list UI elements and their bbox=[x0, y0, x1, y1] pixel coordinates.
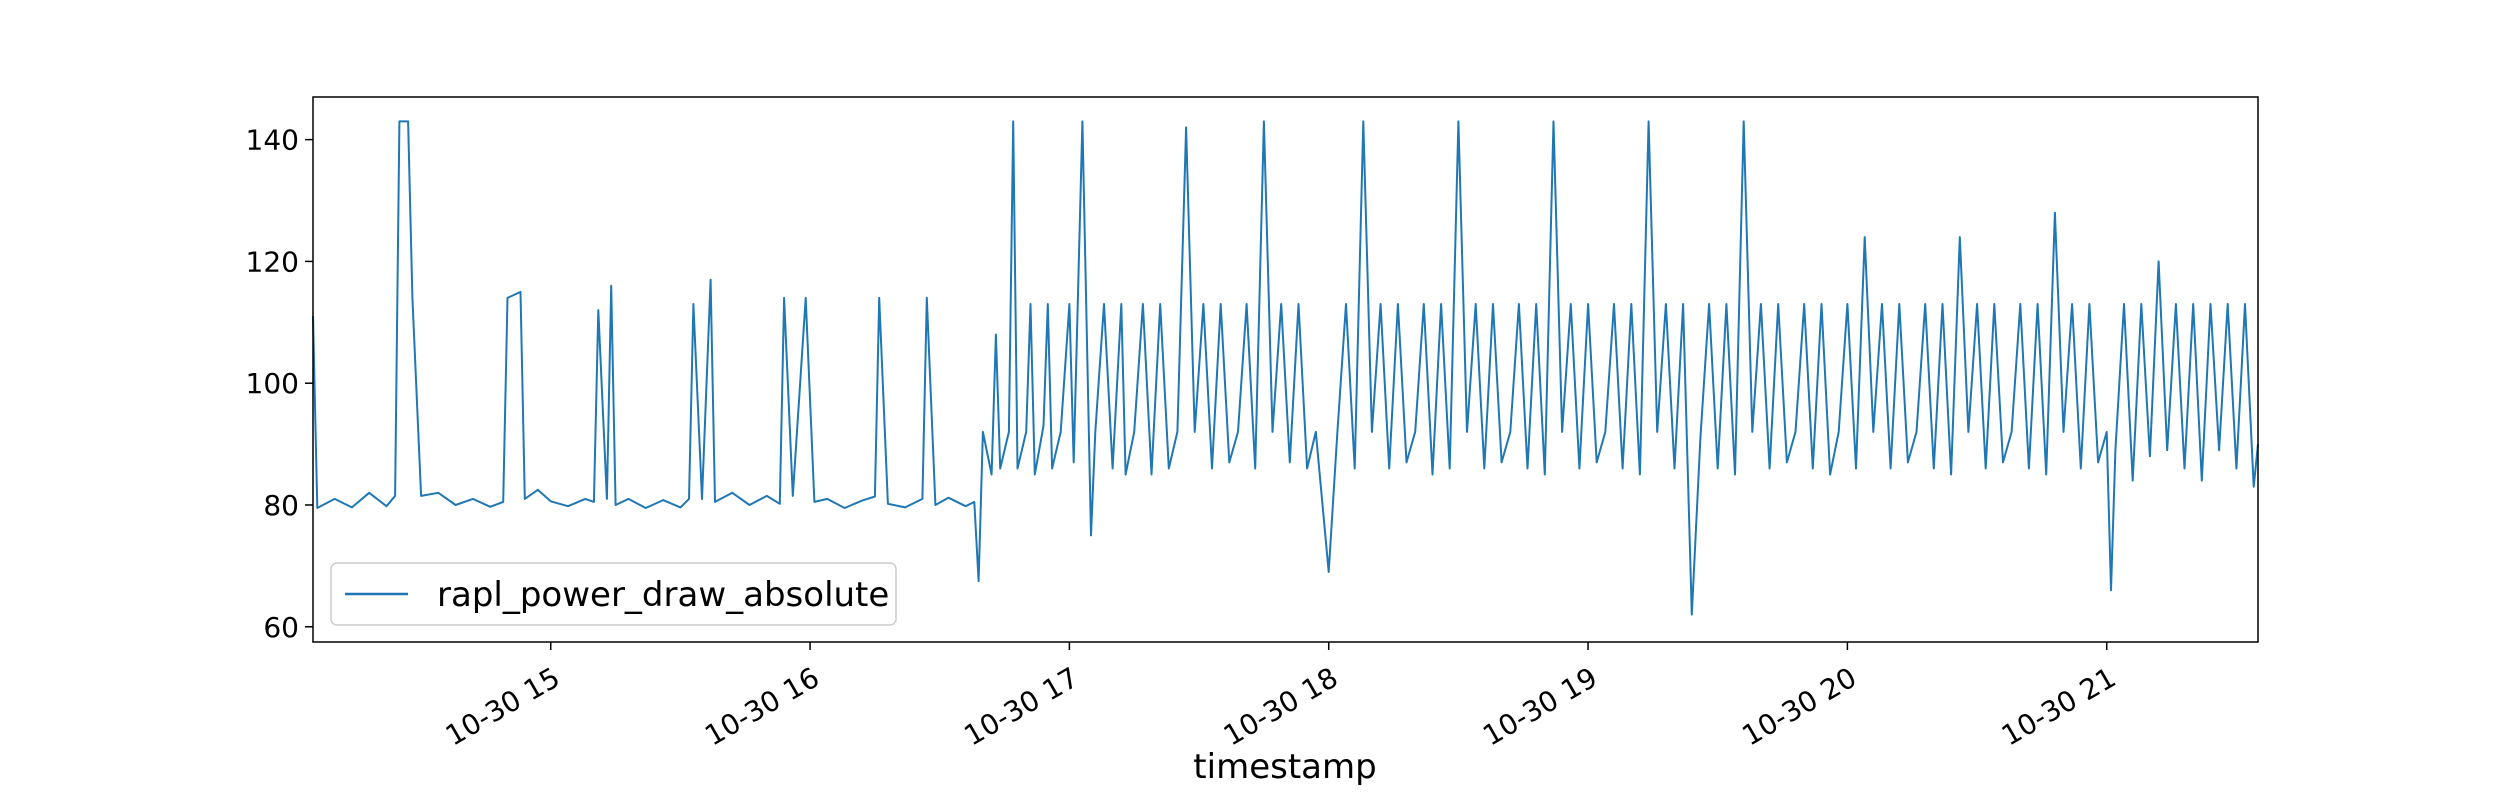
y-tick-label: 100 bbox=[246, 367, 299, 400]
y-tick-label: 60 bbox=[263, 611, 299, 644]
data-layer bbox=[312, 120, 2259, 616]
y-tick-label: 140 bbox=[246, 124, 299, 157]
y-tick-label: 120 bbox=[246, 245, 299, 278]
legend-box bbox=[330, 562, 897, 626]
legend-series-label: rapl_power_draw_absolute bbox=[437, 575, 889, 615]
y-tick-label: 80 bbox=[263, 489, 299, 522]
series-line-0 bbox=[312, 120, 2259, 616]
x-axis-title: timestamp bbox=[1193, 747, 1376, 787]
y-axis: 60 80 100 120 140 bbox=[246, 124, 313, 644]
plot-frame bbox=[312, 96, 2259, 643]
legend: rapl_power_draw_absolute bbox=[330, 562, 897, 626]
